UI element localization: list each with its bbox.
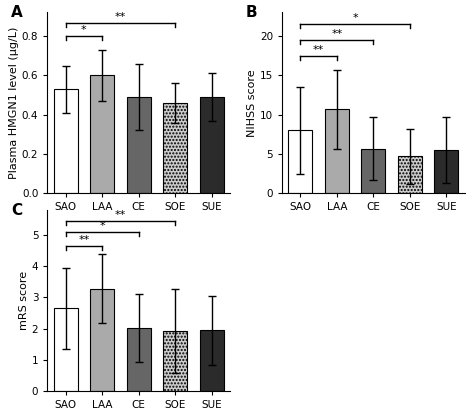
Bar [90, 289, 114, 391]
Bar [200, 97, 224, 193]
Bar [361, 149, 385, 193]
Text: B: B [246, 5, 257, 20]
Y-axis label: NIHSS score: NIHSS score [247, 69, 257, 137]
Text: **: ** [78, 235, 90, 245]
Bar [163, 103, 187, 193]
Bar [127, 97, 151, 193]
Bar [54, 308, 78, 391]
Bar [434, 150, 458, 193]
Bar [200, 330, 224, 391]
Text: A: A [11, 5, 23, 20]
Y-axis label: Plasma HMGN1 level (μg/L): Plasma HMGN1 level (μg/L) [9, 27, 19, 179]
Text: C: C [11, 203, 22, 218]
Text: **: ** [115, 12, 126, 22]
Text: *: * [352, 13, 358, 23]
Text: **: ** [313, 45, 324, 54]
Bar [163, 331, 187, 391]
Bar [288, 131, 312, 193]
Text: **: ** [115, 210, 126, 220]
Bar [127, 328, 151, 391]
Bar [325, 109, 349, 193]
Bar [54, 89, 78, 193]
Text: *: * [100, 221, 105, 231]
Bar [90, 75, 114, 193]
Text: **: ** [331, 29, 342, 39]
Y-axis label: mRS score: mRS score [19, 271, 29, 330]
Text: *: * [81, 25, 87, 35]
Bar [398, 156, 422, 193]
